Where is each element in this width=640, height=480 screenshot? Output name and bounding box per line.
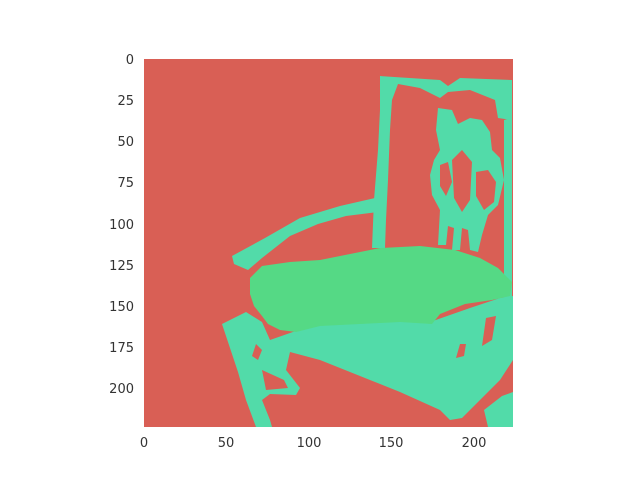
y-tick-label: 100 [109,218,134,233]
y-tick-label: 50 [117,135,134,150]
x-tick-label: 0 [140,436,148,451]
y-tick-label: 200 [109,382,134,397]
x-tick-label: 200 [462,436,487,451]
x-tick-label: 100 [297,436,322,451]
segmentation-image [144,59,513,427]
x-axis: 0 50 100 150 200 [140,436,487,451]
y-tick-label: 150 [109,300,134,315]
x-tick-label: 150 [379,436,404,451]
y-tick-label: 25 [117,94,134,109]
chair-seat-region [250,246,512,332]
y-axis: 0 25 50 75 100 125 150 175 200 [109,53,134,397]
y-tick-label: 125 [109,259,134,274]
chair-frame-region [222,76,513,427]
y-tick-label: 75 [117,176,134,191]
x-tick-label: 50 [218,436,235,451]
y-tick-label: 0 [126,53,134,68]
y-tick-label: 175 [109,341,134,356]
frame-gaps [252,150,496,390]
